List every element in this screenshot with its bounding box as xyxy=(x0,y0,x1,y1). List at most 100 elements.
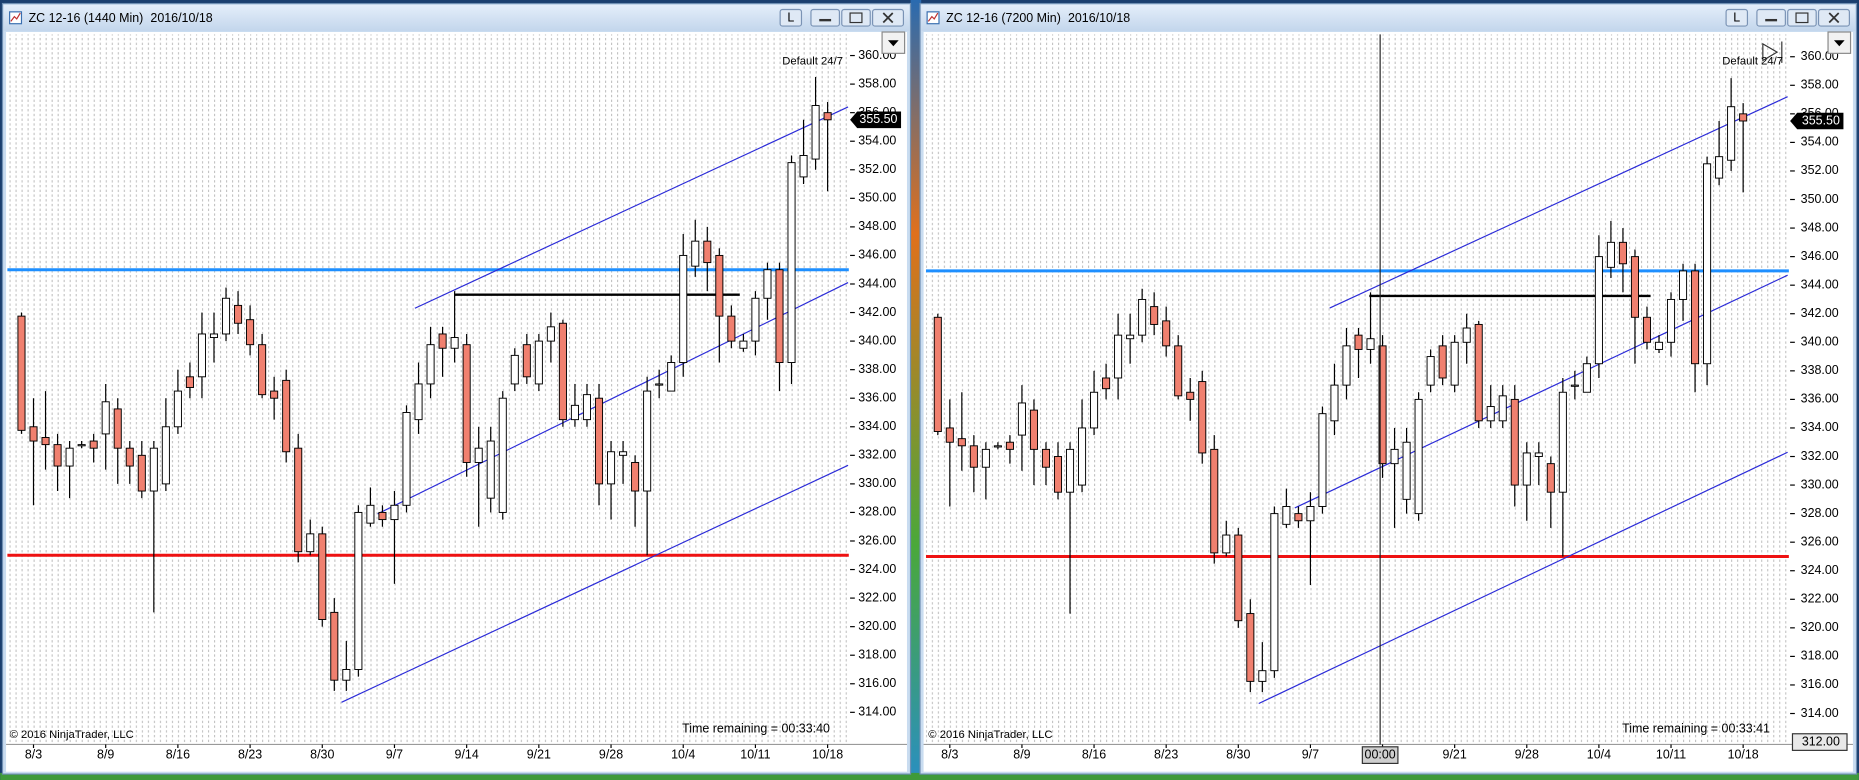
restore-button[interactable] xyxy=(841,8,871,27)
window-title-date: 2016/10/18 xyxy=(150,11,212,25)
candle-body xyxy=(221,297,231,335)
candle-body xyxy=(1294,513,1303,522)
restore-button[interactable] xyxy=(1787,8,1817,27)
play-icon xyxy=(1762,41,1783,63)
x-tick-label: 10/11 xyxy=(1656,747,1686,761)
y-tick-label: 322.00 xyxy=(858,590,896,604)
dropdown-icon xyxy=(888,40,899,47)
x-tick-label: 10/4 xyxy=(1587,747,1611,761)
layout-button-label[interactable]: L xyxy=(787,11,794,25)
candle-body xyxy=(1354,334,1363,350)
candle-body xyxy=(294,447,303,553)
candle-body xyxy=(607,451,616,485)
x-tick-label: 10/18 xyxy=(812,747,843,761)
session-label: Default 24/7 xyxy=(1722,56,1783,68)
candle-body xyxy=(1138,298,1147,336)
candle-body xyxy=(149,447,158,492)
candle-body xyxy=(1630,256,1639,318)
last-price-marker xyxy=(1790,112,1844,130)
y-tick-label: 340.00 xyxy=(1801,335,1839,349)
candle-body xyxy=(1150,306,1159,325)
candle-body xyxy=(631,461,640,492)
candle-body xyxy=(667,362,676,392)
last-price-label: 355.50 xyxy=(1802,113,1840,127)
y-tick-label: 342.00 xyxy=(858,305,896,319)
candle-body xyxy=(1582,363,1591,393)
candle-body xyxy=(1642,316,1652,343)
minimize-button[interactable] xyxy=(810,8,841,27)
candle-body xyxy=(1078,427,1087,486)
y-tick-label: 348.00 xyxy=(858,219,896,233)
candle-body xyxy=(474,447,483,463)
candle-body xyxy=(1474,323,1483,422)
desktop-strip xyxy=(0,772,1859,780)
y-tick-label: 316.00 xyxy=(1801,677,1839,691)
x-tick-label: 9/14 xyxy=(455,747,479,761)
y-tick-label: 330.00 xyxy=(1801,477,1839,491)
candle-body xyxy=(1486,406,1495,422)
candle-body xyxy=(1715,156,1724,179)
candle-body xyxy=(414,383,423,421)
y-tick-label: 334.00 xyxy=(1801,420,1839,434)
y-tick-label: 352.00 xyxy=(858,162,896,176)
y-tick-label: 326.00 xyxy=(858,533,896,547)
y-tick-label: 354.00 xyxy=(858,133,896,147)
time-remaining: Time remaining = 00:33:40 xyxy=(682,721,830,735)
candle-body xyxy=(342,669,351,681)
y-tick-label: 338.00 xyxy=(858,362,896,376)
minimize-button[interactable] xyxy=(1756,8,1786,27)
candle-body xyxy=(234,304,243,324)
plot xyxy=(925,78,1789,705)
window-title: ZC 12-16 (7200 Min) 2016/10/18 xyxy=(946,11,1130,25)
crosshair-y-box xyxy=(1791,733,1848,751)
x-tick-label: 10/4 xyxy=(671,747,695,761)
last-price-label: 355.50 xyxy=(859,112,897,126)
candle-body xyxy=(823,112,832,121)
candle-body xyxy=(1414,398,1423,515)
x-tick-label: 8/3 xyxy=(25,747,42,761)
candle-body xyxy=(933,316,942,433)
chart-window: ZC 12-16 (7200 Min) 2016/10/18 L 314.00 316.… xyxy=(919,2,1858,775)
candle-body xyxy=(570,404,579,421)
y-tick-label: 340.00 xyxy=(858,333,896,347)
candle-body xyxy=(1606,241,1615,268)
candle-body xyxy=(751,297,760,342)
y-tick-label: 336.00 xyxy=(1801,392,1839,406)
layout-button[interactable] xyxy=(1725,8,1749,27)
candle-body xyxy=(113,408,122,449)
channel-line xyxy=(1329,96,1788,309)
window-title-name: ZC 12-16 (7200 Min) xyxy=(946,11,1061,25)
candle-body xyxy=(1522,452,1531,486)
candle-body xyxy=(161,426,170,485)
candle-body xyxy=(378,511,387,521)
candle-body xyxy=(1186,391,1195,400)
candle-body xyxy=(739,340,748,349)
candle-body xyxy=(703,240,712,264)
y-tick-label: 328.00 xyxy=(1801,506,1839,520)
candle-body xyxy=(1270,513,1279,672)
y-tick-label: 336.00 xyxy=(858,390,896,404)
y-tick-label: 316.00 xyxy=(858,676,896,690)
candle-body xyxy=(643,390,652,492)
layout-button-label[interactable]: L xyxy=(1733,11,1740,25)
channel-line xyxy=(414,106,849,309)
candle-body xyxy=(1703,163,1712,365)
candle-body xyxy=(1126,334,1135,340)
x-tick-label: 10/18 xyxy=(1728,747,1759,761)
layout-button[interactable] xyxy=(779,8,803,27)
y-tick-label: 318.00 xyxy=(858,647,896,661)
candle-body xyxy=(306,533,315,553)
y-tick-label: 322.00 xyxy=(1801,592,1839,606)
x-tick-label: 8/30 xyxy=(310,747,334,761)
y-tick-label: 358.00 xyxy=(1801,78,1839,92)
channel-line xyxy=(1258,451,1788,705)
candle-body xyxy=(1691,270,1700,365)
y-tick-label: 332.00 xyxy=(1801,449,1839,463)
candle-body xyxy=(282,379,291,453)
candle-body xyxy=(594,397,604,485)
candle-body xyxy=(354,511,363,670)
vertical-grid xyxy=(7,34,849,744)
candle-body xyxy=(1438,345,1447,379)
candle-body xyxy=(1065,448,1075,493)
candle-body xyxy=(462,344,471,463)
